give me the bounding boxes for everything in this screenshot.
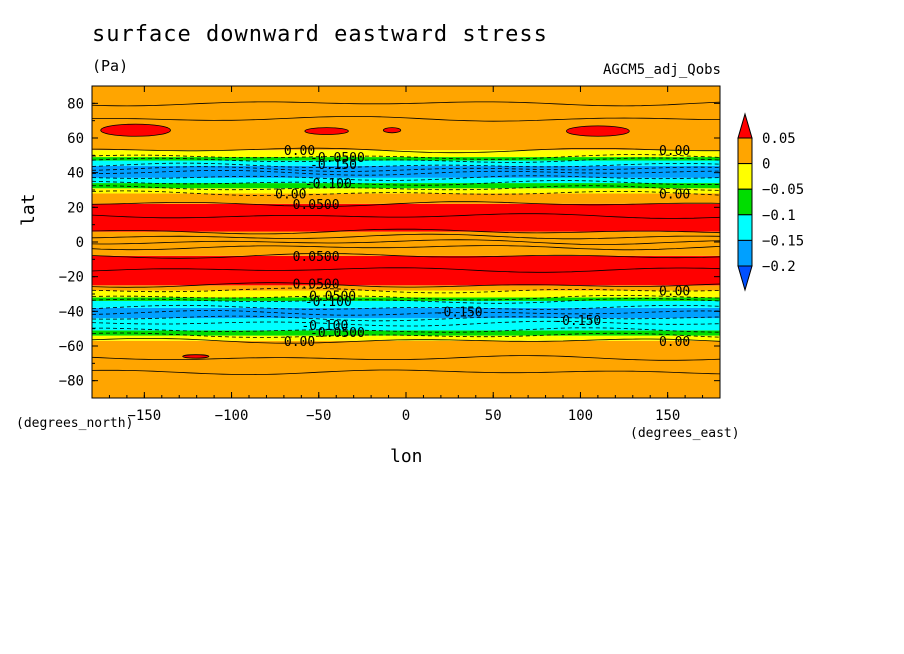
colorbar-segment	[737, 239, 753, 267]
contour-line	[91, 239, 721, 245]
contour-label: 0.00	[284, 144, 315, 159]
band	[92, 290, 720, 298]
band	[92, 188, 720, 194]
colorbar-bottom-arrow	[737, 265, 753, 292]
band	[92, 160, 720, 166]
x-tick-label: 50	[485, 408, 502, 424]
contour-label: -0.0500	[310, 326, 365, 341]
contour-label: 0.00	[659, 187, 690, 202]
y-tick-label: −60	[59, 339, 84, 355]
band	[92, 157, 720, 161]
contour-label: 0.00	[284, 335, 315, 350]
x-tick-label: 150	[655, 408, 680, 424]
contour-line	[91, 201, 721, 207]
y-tick-label: 60	[67, 131, 84, 147]
y-ticks: 80 60 40 20 0 −20 −40 −60 −80	[59, 96, 720, 390]
band	[92, 177, 720, 184]
contour-patch	[182, 354, 210, 359]
x-ticks: −150 −100 −50 0 50 100 150	[108, 86, 704, 424]
contour-label: 0.00	[659, 285, 690, 300]
colorbar: 0.05 0 −0.05 −0.1 −0.15 −0.2	[737, 112, 804, 292]
contour-line	[91, 369, 721, 376]
x-axis-unit: (degrees_east)	[630, 426, 740, 441]
contour-label: -0.100	[305, 295, 352, 310]
contour-label: -0.150	[310, 158, 357, 173]
band	[92, 183, 720, 189]
contour-line	[91, 213, 721, 219]
band	[92, 193, 720, 204]
colorbar-label: −0.15	[762, 233, 804, 249]
y-tick-label: 20	[67, 200, 84, 216]
y-axis-unit: (degrees_north)	[16, 416, 134, 431]
contour-line	[91, 116, 720, 122]
colorbar-label: 0	[762, 157, 770, 173]
contour-labels: 0.00-0.0500-0.150-0.1000.000.05000.05000…	[275, 144, 690, 350]
band	[92, 255, 720, 286]
band	[92, 165, 720, 178]
contour-label: 0.0500	[293, 278, 340, 293]
contour-patch	[382, 127, 402, 134]
x-axis-title: lon	[390, 446, 423, 467]
contour-line	[91, 233, 721, 240]
plot-fill	[92, 86, 720, 398]
band	[92, 297, 720, 301]
colorbar-label: −0.05	[762, 182, 804, 198]
x-tick-label: 0	[402, 408, 410, 424]
colorbar-label: −0.1	[762, 208, 796, 224]
colorbar-segment	[737, 163, 753, 190]
y-tick-label: −80	[59, 374, 84, 390]
band	[92, 300, 720, 308]
y-tick-label: 0	[76, 235, 84, 251]
colorbar-label: 0.05	[762, 131, 796, 147]
colorbar-top-arrow	[737, 112, 753, 139]
colorbar-label: −0.2	[762, 259, 796, 275]
band	[92, 307, 720, 319]
contour-line	[91, 338, 721, 344]
source-label: AGCM5_adj_Qobs	[602, 62, 721, 78]
band	[92, 150, 720, 158]
contour-line	[91, 101, 721, 107]
contour-line	[91, 245, 721, 251]
y-tick-label: 40	[67, 166, 84, 182]
y-tick-label: −40	[59, 304, 84, 320]
colorbar-segment	[737, 214, 753, 241]
contour-label: 0.0500	[293, 250, 340, 265]
band	[92, 340, 720, 398]
contour-label: -0.0500	[310, 151, 365, 166]
y-tick-label: −20	[59, 270, 84, 286]
y-tick-label: 80	[67, 96, 84, 112]
units-label: (Pa)	[92, 57, 129, 75]
contour-label: -0.100	[305, 177, 352, 192]
contour-lines	[91, 101, 721, 376]
contour-label: 0.00	[659, 335, 690, 350]
contour-line	[91, 147, 720, 154]
contour-line	[91, 282, 721, 288]
contour-label: 0.00	[659, 144, 690, 159]
x-tick-label: 100	[568, 408, 593, 424]
band	[92, 335, 720, 341]
x-tick-label: −100	[215, 408, 249, 424]
x-tick-label: −50	[306, 408, 331, 424]
contour-label: -0.100	[301, 319, 348, 334]
colorbar-segment	[737, 188, 753, 216]
band	[92, 330, 720, 336]
band	[92, 231, 720, 256]
contour-label: -0.0500	[301, 290, 356, 305]
contour-patch	[304, 127, 349, 135]
contour-label: 0.00	[275, 187, 306, 202]
contour-label: -0.150	[436, 305, 483, 320]
contour-patch	[100, 123, 171, 137]
chart-title: surface downward eastward stress	[92, 22, 548, 47]
contour-label: 0.0500	[293, 198, 340, 213]
contour-label: -0.150	[554, 314, 601, 329]
colorbar-segment	[737, 137, 753, 165]
contour-line	[91, 355, 721, 361]
contour-line	[91, 253, 721, 259]
x-tick-label: −150	[127, 408, 161, 424]
contour-patch	[566, 125, 630, 137]
band	[92, 285, 720, 291]
contour-line	[91, 267, 721, 273]
contour-line	[91, 228, 721, 235]
